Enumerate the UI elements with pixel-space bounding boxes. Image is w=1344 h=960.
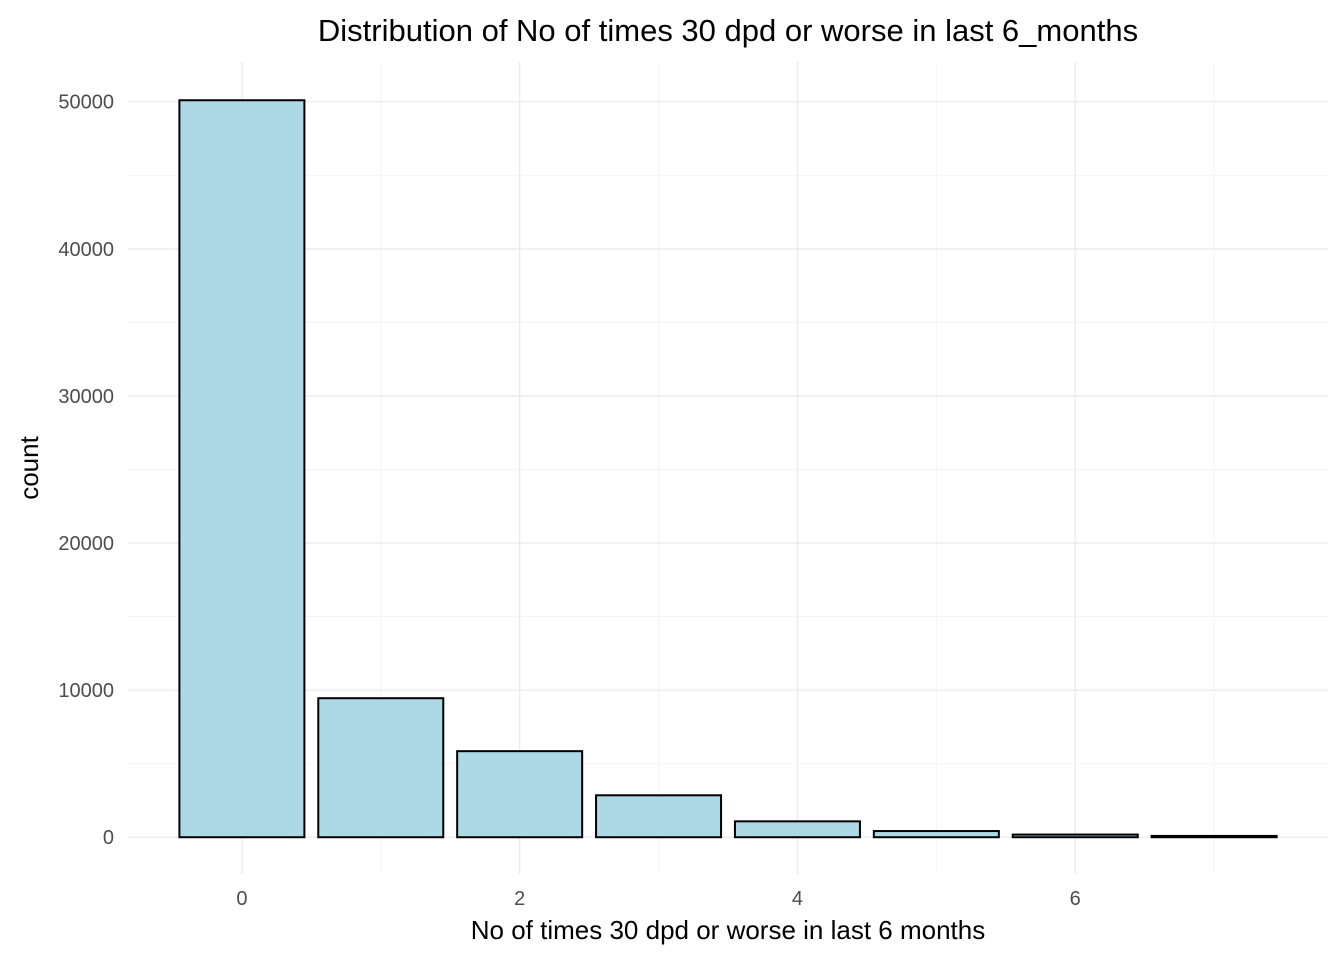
bar — [1011, 833, 1139, 839]
bars — [178, 99, 1278, 839]
y-tick-label: 10000 — [58, 680, 114, 702]
y-tick-label: 30000 — [58, 386, 114, 408]
x-axis-title: No of times 30 dpd or worse in last 6 mo… — [471, 915, 985, 945]
y-tick-label: 40000 — [58, 239, 114, 261]
y-tick-label: 20000 — [58, 533, 114, 555]
y-tick-label: 0 — [103, 827, 114, 849]
bar — [456, 750, 584, 839]
bar — [733, 820, 861, 839]
bar — [1150, 834, 1278, 839]
x-axis-ticks: 0 2 4 6 — [236, 888, 1080, 910]
chart-title: Distribution of No of times 30 dpd or wo… — [318, 13, 1138, 48]
bar — [178, 99, 306, 839]
y-axis-ticks: 0 10000 20000 30000 40000 50000 — [58, 92, 114, 850]
y-tick-label: 50000 — [58, 92, 114, 114]
x-tick-label: 0 — [236, 888, 247, 910]
bar — [595, 794, 723, 839]
x-tick-label: 2 — [514, 888, 525, 910]
y-axis-title: count — [14, 435, 44, 499]
bar — [317, 697, 445, 839]
grid — [128, 62, 1328, 874]
x-tick-label: 4 — [792, 888, 803, 910]
bar — [872, 830, 1000, 839]
x-tick-label: 6 — [1070, 888, 1081, 910]
